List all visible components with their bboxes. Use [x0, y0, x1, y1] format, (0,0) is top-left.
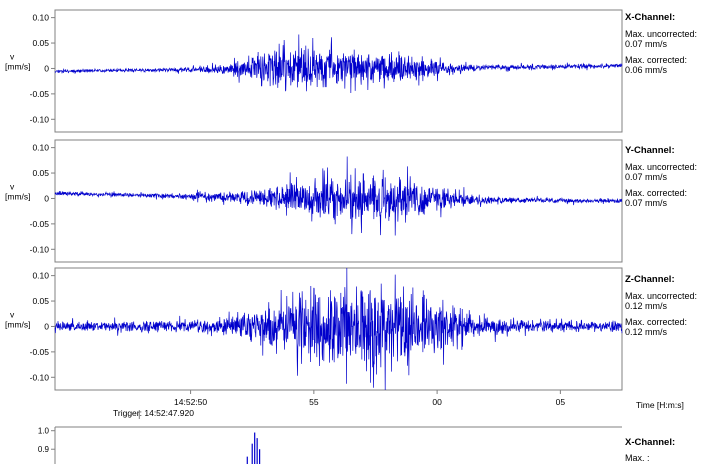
y-tick-label: -0.05	[30, 219, 50, 229]
y-max-uncorrected-label: Max. uncorrected:	[625, 162, 698, 172]
y-tick-label: 0.10	[32, 143, 49, 153]
y-tick-label: 0.10	[32, 271, 49, 281]
y-max-corrected-value: 0.07 mm/s	[625, 198, 668, 208]
y-axis-label-unit: [mm/s]	[5, 191, 31, 201]
x-tick-label: 00	[432, 397, 442, 407]
lower-max-partial-label: Max. :	[625, 453, 650, 463]
lower-y-tick-label: 1.0	[38, 427, 50, 436]
y-tick-label: 0.05	[32, 296, 49, 306]
waveform-series	[54, 156, 623, 236]
time-axis: 14:52:50 55 00 05	[138, 390, 566, 419]
x-tick-label: 55	[309, 397, 319, 407]
channel-panels: 0.100.050-0.05-0.10v[mm/s]0.100.050-0.05…	[5, 9, 623, 391]
channel-panel-1: 0.10 0.05 0 -0.05 -0.10 v[mm/s]	[5, 139, 623, 263]
y-tick-label: -0.05	[30, 89, 50, 99]
y-max-uncorrected-value: 0.07 mm/s	[625, 172, 668, 182]
x-max-uncorrected-value: 0.07 mm/s	[625, 39, 668, 49]
z-max-uncorrected-label: Max. uncorrected:	[625, 291, 698, 301]
x-tick-label: 05	[556, 397, 566, 407]
y-channel-info: Y-Channel: Max. uncorrected: 0.07 mm/s M…	[625, 145, 698, 209]
z-max-uncorrected-value: 0.12 mm/s	[625, 301, 668, 311]
y-tick-label: -0.10	[30, 244, 50, 254]
channel-panel-2: 0.10 0.05 0 -0.05 -0.10 v[mm/s]	[5, 267, 623, 391]
lower-x-channel-title: X-Channel:	[625, 437, 676, 448]
y-tick-label: -0.10	[30, 372, 50, 382]
z-max-corrected-label: Max. corrected:	[625, 317, 688, 327]
x-tick-label: 14:52:50	[174, 397, 207, 407]
y-tick-label: 0	[44, 63, 49, 73]
x-max-corrected-value: 0.06 mm/s	[625, 65, 668, 75]
y-tick-label: 0.05	[32, 38, 49, 48]
y-axis-label-unit: [mm/s]	[5, 319, 31, 329]
y-tick-label: -0.10	[30, 114, 50, 124]
lower-y-tick-label: 0.9	[38, 445, 50, 454]
time-axis-label: Time [H:m:s]	[636, 400, 684, 410]
x-max-corrected-label: Max. corrected:	[625, 55, 688, 65]
y-max-corrected-label: Max. corrected:	[625, 188, 688, 198]
z-max-corrected-value: 0.12 mm/s	[625, 327, 668, 337]
trigger-label-text: Trigger:	[113, 408, 142, 418]
y-axis-label-unit: [mm/s]	[5, 61, 31, 71]
y-tick-label: 0.05	[32, 168, 49, 178]
z-channel-info: Z-Channel: Max. uncorrected: 0.12 mm/s M…	[625, 274, 698, 338]
y-axis-label-symbol: v	[10, 309, 15, 319]
y-tick-label: 0.10	[32, 13, 49, 23]
y-tick-label: 0	[44, 193, 49, 203]
x-channel-title: X-Channel:	[625, 12, 676, 23]
y-axis-label-symbol: v	[10, 51, 15, 61]
channel-panel-0: 0.10 0.05 0 -0.05 -0.10 v[mm/s]	[5, 9, 623, 133]
y-tick-label: -0.05	[30, 347, 50, 357]
y-channel-title: Y-Channel:	[625, 145, 675, 156]
y-axis-label-symbol: v	[10, 181, 15, 191]
trigger-time: 14:52:47.920	[144, 408, 194, 418]
x-max-uncorrected-label: Max. uncorrected:	[625, 29, 698, 39]
waveform-series	[54, 34, 623, 93]
y-tick-label: 0	[44, 321, 49, 331]
z-channel-title: Z-Channel:	[625, 274, 675, 285]
lower-x-channel-info: X-Channel: Max. :	[625, 437, 676, 464]
trigger-label: Trigger: 14:52:47.920	[113, 408, 194, 418]
x-channel-info: X-Channel: Max. uncorrected: 0.07 mm/s M…	[625, 12, 698, 76]
waveform-series	[54, 267, 623, 391]
lower-panel: 1.00.90.8	[38, 426, 622, 464]
